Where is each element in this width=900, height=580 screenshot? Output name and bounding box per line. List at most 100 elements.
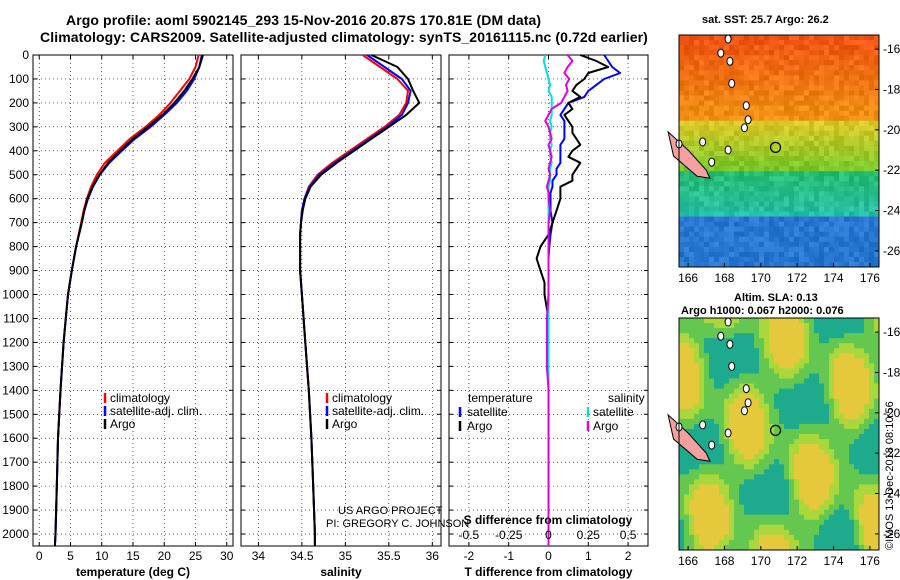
map-cell [864,333,870,339]
map-cell [764,499,770,506]
map-cell [764,504,770,511]
map-cell [854,156,860,162]
map-cell [684,251,690,258]
map-cell [809,328,815,334]
map-cell [854,40,860,46]
map-cell [864,40,870,46]
map-cell [759,211,765,217]
map-cell [709,479,715,485]
map-cell [729,100,735,107]
map-cell [709,201,715,207]
map-cell [774,378,780,384]
map-cell [724,484,730,490]
map-cell [704,35,710,41]
map-cell [719,459,725,465]
map-cell [794,246,800,253]
map-cell [859,363,865,369]
map-cell [844,428,850,435]
map-cell [869,504,875,511]
map-cell [804,368,810,374]
map-cell [869,499,875,506]
map-cell [829,256,835,263]
map-cell [819,171,825,177]
map-cell [814,449,820,455]
map-cell [764,449,770,455]
map-cell [774,318,780,324]
map-cell [859,469,865,475]
map-cell [749,323,755,329]
map-cell [799,80,805,86]
map-cell [869,514,875,521]
map-cell [754,323,760,329]
map-cell [819,499,825,506]
map-cell [829,130,835,137]
map-cell [864,489,870,495]
map-cell [804,519,810,526]
map-cell [814,261,820,268]
map-cell [784,494,790,500]
map-cell [714,459,720,465]
map-cell [789,489,795,495]
map-cell [709,35,715,41]
map-cell [819,75,825,81]
map-cell [804,529,810,536]
depth-tick-label: 1100 [3,311,29,325]
map-cell [814,343,820,349]
map-cell [734,348,740,354]
map-cell [829,373,835,379]
map-cell [729,519,735,526]
map-cell [704,398,710,405]
map-cell [794,358,800,364]
map-cell [804,216,810,223]
map-cell [779,85,785,91]
map-cell [749,100,755,107]
map-cell [759,353,765,359]
map-cell [739,241,745,248]
map-cell [724,514,730,521]
map-cell [869,428,875,435]
map-cell [759,105,765,112]
map-cell [849,40,855,46]
map-cell [774,514,780,521]
map-cell [849,196,855,202]
map-cell [789,328,795,334]
map-cell [874,161,880,167]
map-cell [719,40,725,46]
map-cell [739,383,745,390]
map-cell [689,251,695,258]
map-cell [809,196,815,202]
map-cell [699,338,705,344]
x-tick-label: 30 [220,549,234,563]
map-cell [719,368,725,374]
map-cell [709,524,715,531]
map-cell [819,403,825,410]
map-cell [774,120,780,127]
map-cell [779,105,785,112]
map-cell [824,75,830,81]
map-cell [724,206,730,212]
map-cell [789,333,795,339]
map-cell [874,318,880,324]
map-cell [689,428,695,435]
map-cell [794,236,800,243]
map-cell [689,509,695,516]
map-cell [709,181,715,187]
map-cell [834,125,840,132]
map-cell [784,85,790,91]
map-cell [849,403,855,410]
map-cell [774,45,780,51]
map-cell [854,474,860,480]
map-cell [794,484,800,490]
map-cell [689,418,695,425]
map-cell [809,383,815,390]
map-cell [874,403,880,410]
map-cell [764,186,770,192]
map-cell [874,256,880,263]
map-cell [729,464,735,470]
map-cell [844,439,850,445]
map-cell [774,534,780,541]
map-cell [739,231,745,238]
map-cell [854,519,860,526]
map-cell [774,519,780,526]
map-cell [789,469,795,475]
